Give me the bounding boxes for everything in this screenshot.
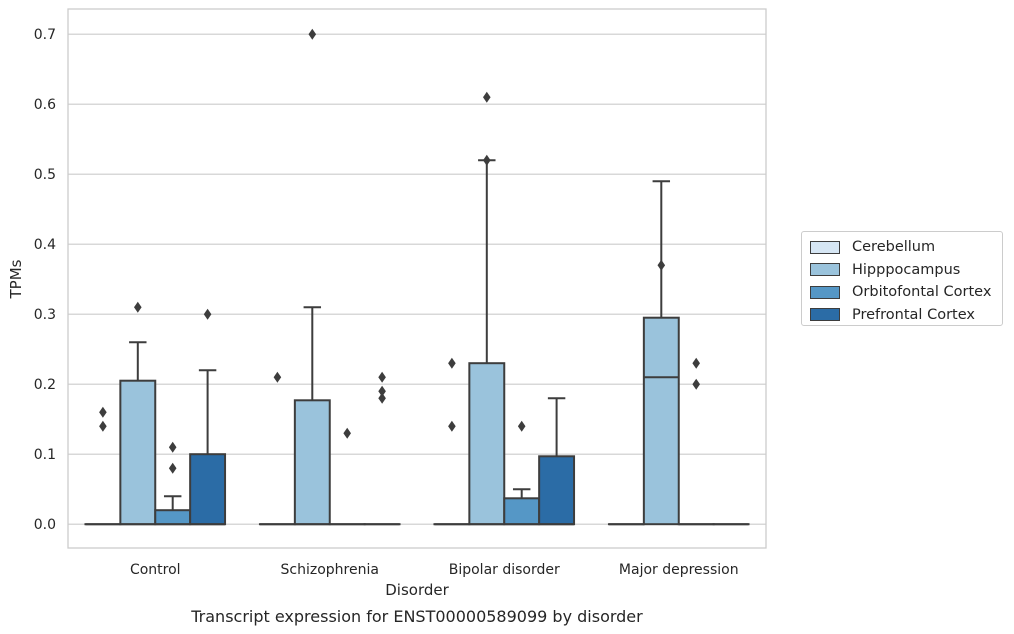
- legend-item: Orbitofontal Cortex: [810, 281, 994, 304]
- x-tick-labels: Control Schizophrenia Bipolar disorder Majo…: [130, 562, 739, 578]
- outlier-point: [378, 392, 386, 404]
- legend-swatch: [810, 240, 840, 254]
- box-group: [293, 28, 331, 526]
- box-group: [189, 308, 227, 526]
- outlier-point: [517, 420, 526, 432]
- x-tick-label: Schizophrenia: [281, 562, 379, 578]
- box-group: [363, 371, 401, 526]
- box-group: [642, 180, 680, 526]
- y-tick-label: 0.0: [34, 517, 56, 533]
- boxes-layer: [84, 28, 750, 526]
- outlier-point: [448, 420, 456, 432]
- legend-swatch: [810, 308, 840, 322]
- x-tick-label: Bipolar disorder: [449, 562, 560, 578]
- box: [119, 379, 157, 526]
- outlier-point: [134, 301, 142, 313]
- box: [468, 362, 506, 526]
- y-tick-label: 0.3: [34, 307, 56, 323]
- outlier-point: [273, 371, 282, 383]
- outlier-point: [203, 308, 212, 320]
- y-tick-label: 0.6: [34, 97, 56, 113]
- box: [293, 399, 331, 526]
- y-tick-label: 0.2: [34, 377, 56, 393]
- box: [189, 453, 227, 526]
- outlier-point: [448, 357, 456, 369]
- outlier-point: [99, 420, 107, 432]
- outlier-point: [692, 378, 700, 390]
- outlier-point: [692, 357, 700, 369]
- legend-label: Hipppocampus: [852, 261, 961, 278]
- plot-frame: [67, 8, 767, 549]
- outlier-point: [168, 441, 177, 453]
- y-tick-label: 0.5: [34, 167, 56, 183]
- box-group: [84, 406, 122, 526]
- outlier-point: [378, 371, 386, 383]
- box-group: [433, 357, 471, 526]
- box: [503, 497, 541, 526]
- outlier-point: [483, 154, 491, 166]
- box: [538, 455, 576, 526]
- outlier-point: [378, 385, 386, 397]
- x-tick-label: Major depression: [619, 562, 739, 578]
- y-tick-label: 0.1: [34, 447, 56, 463]
- y-tick-label: 0.4: [34, 237, 56, 253]
- legend-swatch: [810, 263, 840, 277]
- box-group: [468, 91, 506, 526]
- outlier-point: [483, 91, 491, 103]
- x-tick-label: Control: [130, 562, 181, 578]
- outlier-point: [657, 259, 666, 271]
- y-tick-label: 0.7: [34, 27, 56, 43]
- legend-label: Orbitofontal Cortex: [852, 284, 992, 301]
- chart-caption: Transcript expression for ENST0000058909…: [190, 607, 643, 626]
- legend-item: Hipppocampus: [810, 259, 994, 282]
- legend: Cerebellum Hipppocampus Orbitofontal Corte…: [801, 231, 1003, 326]
- outlier-point: [168, 462, 177, 474]
- legend-label: Prefrontal Cortex: [852, 306, 975, 323]
- box-group: [154, 441, 192, 526]
- legend-item: Prefrontal Cortex: [810, 304, 994, 327]
- outlier-point: [343, 427, 351, 439]
- box: [642, 316, 680, 526]
- legend-item: Cerebellum: [810, 236, 994, 259]
- x-axis-title: Disorder: [385, 581, 449, 599]
- outlier-point: [308, 28, 317, 40]
- box-group: [677, 357, 715, 526]
- outlier-point: [99, 406, 107, 418]
- box-group: [538, 397, 576, 526]
- y-axis-title: TPMs: [7, 259, 25, 299]
- y-tick-labels: 0.0 0.1 0.2 0.3 0.4 0.5 0.6 0.7: [34, 27, 56, 533]
- box-group: [119, 301, 157, 526]
- legend-label: Cerebellum: [852, 239, 936, 256]
- legend-swatch: [810, 285, 840, 299]
- box: [154, 509, 192, 526]
